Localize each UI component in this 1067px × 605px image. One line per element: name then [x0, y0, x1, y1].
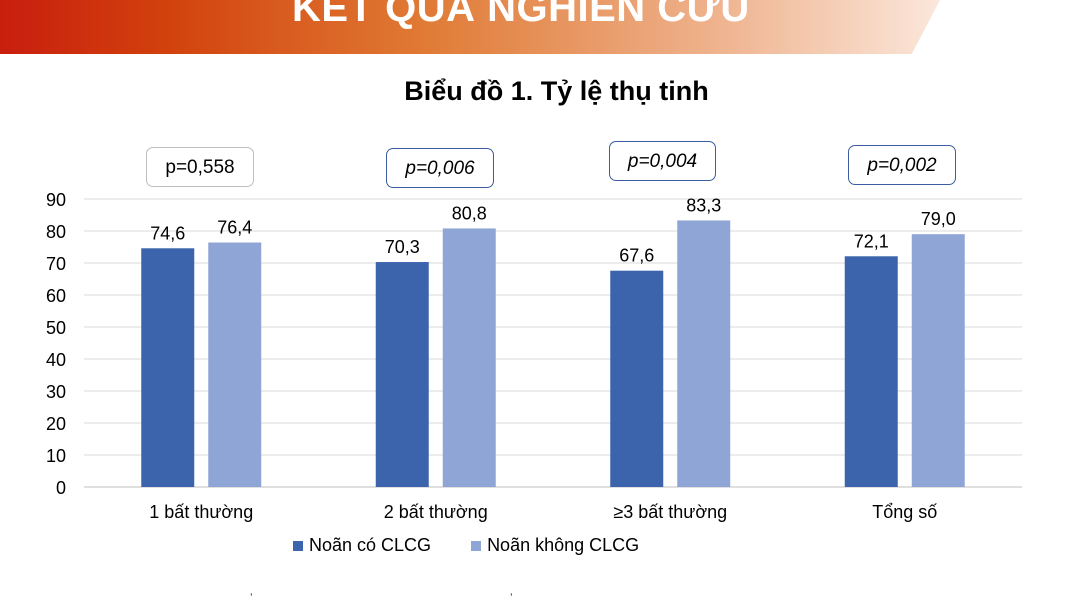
- bar-series-2: [442, 228, 496, 487]
- footer-text-fragment: ʼ: [250, 591, 253, 605]
- y-tick-label: 60: [46, 286, 66, 306]
- y-tick-label: 90: [46, 190, 66, 210]
- x-tick-label: Tổng số: [872, 502, 937, 522]
- chart-legend: Noãn có CLCG Noãn không CLCG: [293, 535, 679, 556]
- legend-swatch-series-1: [293, 540, 303, 551]
- x-tick-label: 2 bất thường: [384, 502, 488, 522]
- data-label: 79,0: [921, 209, 956, 229]
- y-tick-label: 70: [46, 254, 66, 274]
- p-value-box: p=0,558: [146, 147, 254, 187]
- bar-series-1: [610, 270, 664, 487]
- chart-title: Biểu đồ 1. Tỷ lệ thụ tinh: [404, 76, 709, 106]
- bar-series-1: [375, 262, 429, 487]
- bar-series-2: [208, 242, 262, 487]
- p-value-box: p=0,004: [609, 141, 716, 181]
- data-label: 70,3: [385, 237, 420, 257]
- data-label: 80,8: [452, 203, 487, 223]
- y-tick-label: 0: [56, 478, 66, 498]
- bar-series-2: [677, 220, 731, 487]
- legend-swatch-series-2: [471, 540, 482, 551]
- legend-label-series-1: Noãn có CLCG: [309, 535, 432, 555]
- y-tick-label: 20: [46, 414, 66, 434]
- legend-item-series-1: Noãn có CLCG: [293, 535, 431, 556]
- data-label: 74,6: [150, 223, 185, 243]
- bar-series-1: [141, 248, 195, 487]
- footer-text-fragment: ʼ: [510, 591, 513, 605]
- bar-series-1: [844, 256, 898, 487]
- data-label: 83,3: [686, 195, 721, 215]
- legend-label-series-2: Noãn không CLCG: [487, 535, 640, 555]
- y-tick-label: 30: [46, 382, 66, 402]
- y-tick-label: 50: [46, 318, 66, 338]
- data-label: 72,1: [854, 231, 889, 251]
- bar-series-2: [911, 234, 965, 487]
- legend-item-series-2: Noãn không CLCG: [471, 535, 639, 556]
- y-tick-label: 10: [46, 446, 66, 466]
- p-value-box: p=0,006: [386, 148, 494, 188]
- x-tick-label: 1 bất thường: [149, 502, 253, 522]
- header-title: KẾT QUẢ NGHIÊN CỨU: [292, 0, 750, 30]
- data-label: 67,6: [619, 246, 654, 266]
- y-tick-label: 40: [46, 350, 66, 370]
- data-label: 76,4: [217, 218, 252, 238]
- y-tick-label: 80: [46, 222, 66, 242]
- x-tick-label: ≥3 bất thường: [613, 502, 727, 522]
- p-value-box: p=0,002: [848, 145, 956, 185]
- header-banner: KẾT QUẢ NGHIÊN CỨU: [0, 0, 940, 54]
